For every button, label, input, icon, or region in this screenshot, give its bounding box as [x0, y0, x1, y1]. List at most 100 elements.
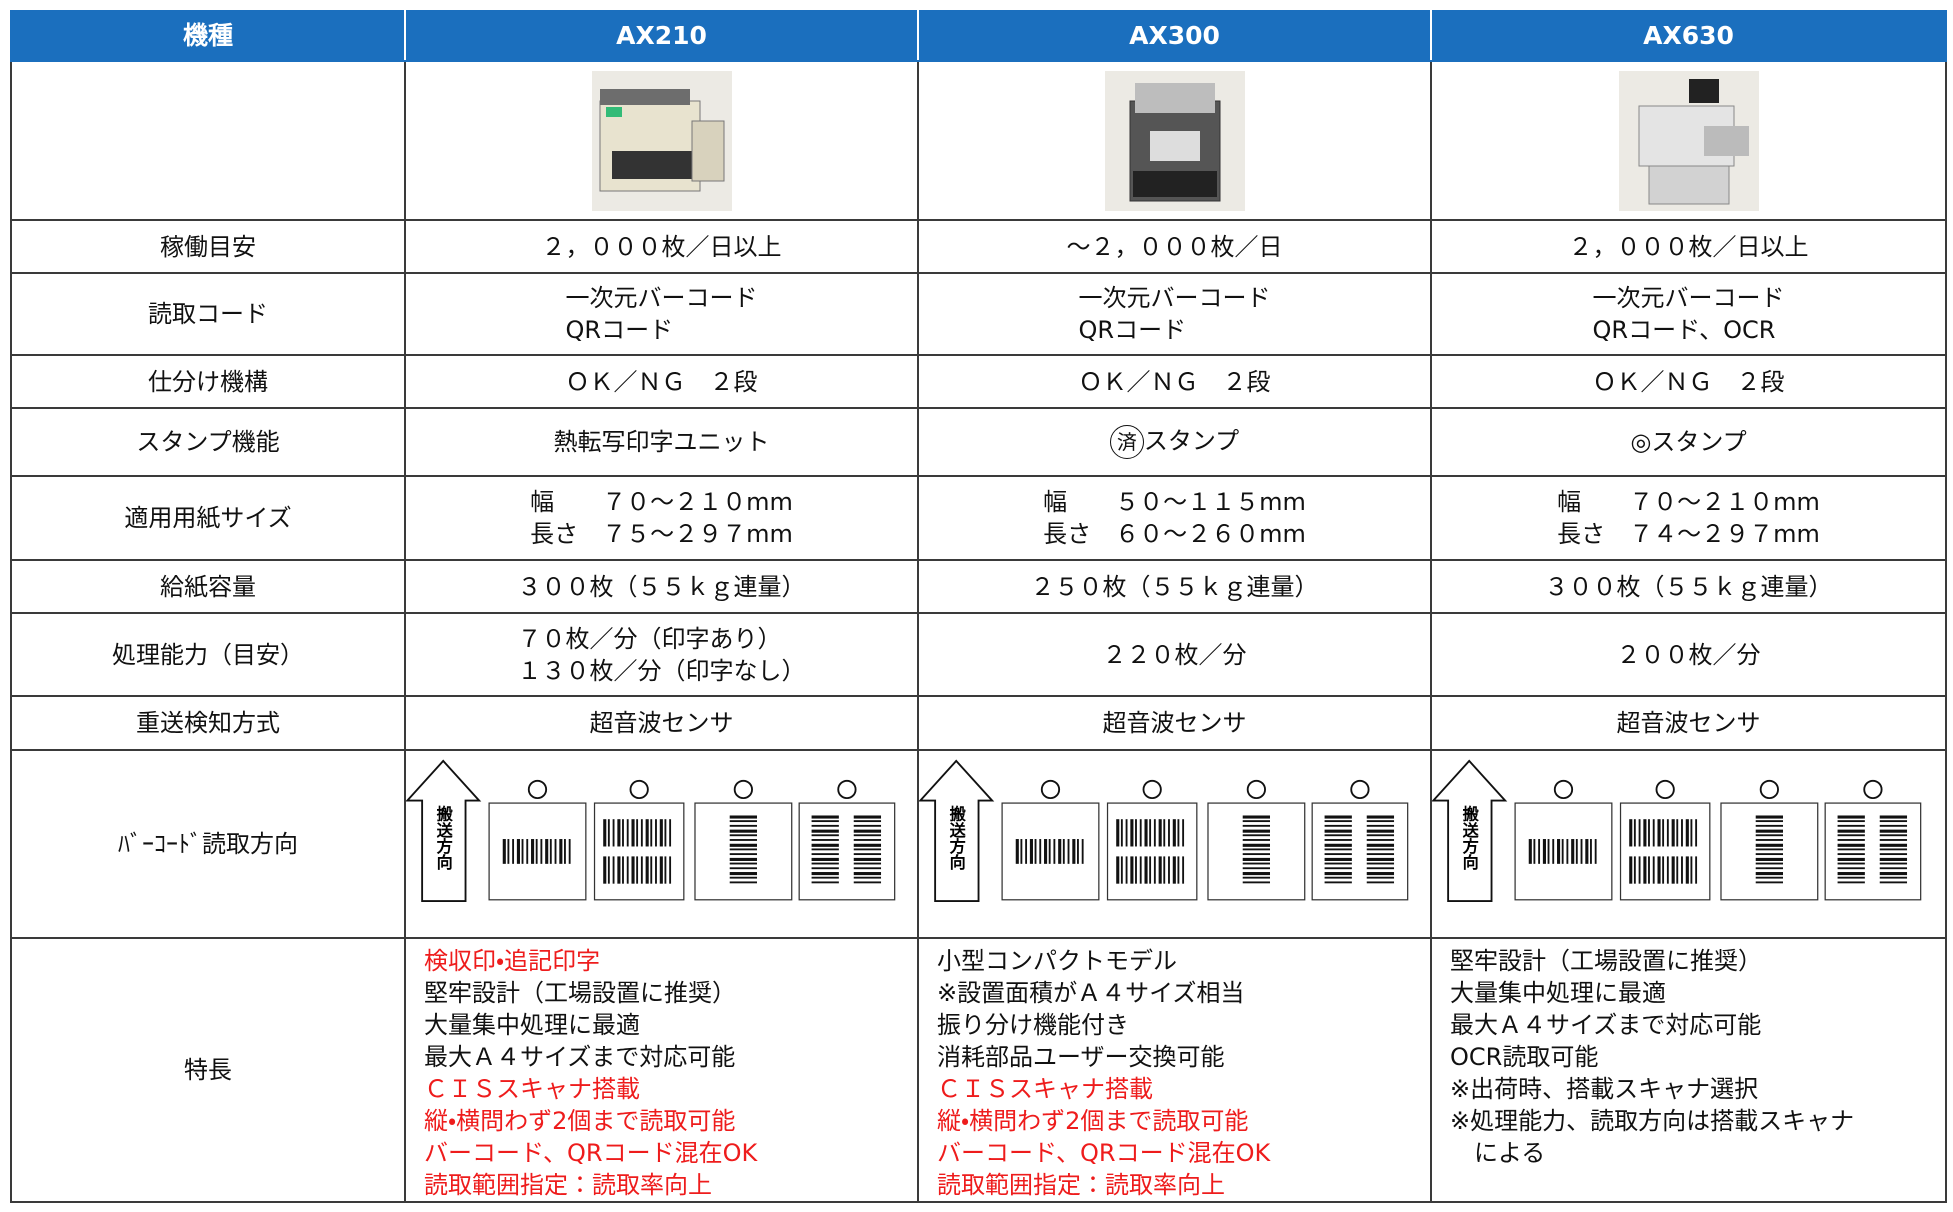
marker: [1863, 779, 1883, 800]
cell-lines: ７０枚／分（印字あり） １３０枚／分（印字なし）: [518, 623, 806, 687]
bar: [1879, 848, 1908, 851]
bar: [1585, 839, 1589, 864]
barcode-cell: 搬送方向: [1430, 749, 1947, 939]
bar: [622, 819, 624, 847]
cell-line: ２，０００枚／日以上: [1568, 232, 1809, 261]
barcode: [603, 819, 672, 884]
bar: [669, 856, 672, 884]
bar: [1837, 862, 1865, 865]
bar: [1879, 857, 1908, 861]
feature-line: 消耗部品ユーザー交換可能: [937, 1043, 1225, 1071]
bar: [617, 819, 621, 847]
bar: [655, 819, 657, 847]
cell-line: QRコード: [565, 316, 674, 344]
bar: [1643, 856, 1647, 884]
bar: [603, 856, 607, 884]
marker: [527, 779, 548, 800]
bar: [1366, 843, 1395, 847]
cell: 一次元バーコード QRコード: [917, 272, 1432, 356]
barcode-cell: 搬送方向: [917, 749, 1432, 939]
row-label: スタンプ機能: [10, 407, 406, 477]
cell: ２００枚／分: [1430, 612, 1947, 697]
bar: [811, 862, 839, 865]
bar: [640, 819, 643, 847]
header-cell: AX300: [917, 10, 1432, 62]
feature-line: 検収印・追記印字: [424, 947, 601, 975]
bar: [1053, 839, 1056, 864]
bar: [564, 839, 566, 864]
bar: [1366, 857, 1395, 861]
cell-lines: ＯＫ／ＮＧ ２段: [1079, 366, 1271, 398]
bar: [1580, 839, 1583, 864]
cell: 超音波センサ: [1430, 695, 1947, 751]
bar: [1158, 856, 1162, 884]
bar: [1657, 819, 1661, 847]
document: [1619, 802, 1711, 901]
cell: ◎スタンプ: [1430, 407, 1947, 477]
bar: [1552, 839, 1555, 864]
top: [599, 88, 690, 105]
bar: [1837, 820, 1865, 823]
bar: [1837, 857, 1865, 861]
bar: [1755, 881, 1784, 884]
document: [1106, 802, 1198, 901]
cell-line: ＯＫ／ＮＧ ２段: [1078, 367, 1271, 396]
cell-lines: 一次元バーコード QRコード、OCR: [1593, 282, 1785, 346]
stand: [1648, 165, 1729, 204]
bar: [1676, 819, 1679, 847]
feature-line: による: [1450, 1139, 1546, 1167]
table-row: 特長 検収印・追記印字 堅牢設計（工場設置に推奨） 大量集中処理に最適 最大Ａ４サイズま…: [10, 937, 1947, 1203]
table-row: 処理能力（目安） ７０枚／分（印字あり） １３０枚／分（印字なし） ２２０枚／分 ２００…: [10, 612, 1947, 697]
bar: [1324, 862, 1352, 865]
bar: [729, 862, 758, 865]
bar: [1671, 819, 1675, 847]
feature-cell: 小型コンパクトモデル ※設置面積がＡ４サイズ相当 振り分け機能付き 消耗部品ユーザー交…: [917, 937, 1432, 1203]
bar: [811, 829, 839, 833]
bar: [1144, 856, 1148, 884]
bar: [531, 839, 535, 864]
bar: [568, 839, 571, 864]
cell-line: 長さ ７５～２９７mm: [530, 520, 793, 548]
table-row: 稼働目安 ２，０００枚／日以上 ～２，０００枚／日 ２，０００枚／日以上: [10, 219, 1947, 274]
marker: [1246, 779, 1266, 800]
bar: [853, 857, 882, 861]
table-row: 読取コード 一次元バーコード QRコード 一次元バーコード QRコード 一次元バーコード Q…: [10, 272, 1947, 356]
row-label: 稼働目安: [10, 219, 406, 274]
barcode-diagram: 搬送方向: [406, 759, 896, 902]
cell-lines: 幅 ７０～２１０mm 長さ ７５～２９７mm: [530, 486, 793, 550]
bar: [1324, 839, 1352, 841]
bar: [1648, 856, 1650, 884]
bar: [1755, 820, 1784, 823]
feature-line: 縦・横問わず2個まで読取可能: [937, 1107, 1249, 1135]
bar: [853, 881, 882, 884]
bar: [554, 839, 557, 864]
bar: [612, 819, 615, 847]
bar: [636, 856, 639, 884]
bar: [1058, 839, 1062, 864]
image-cell: [1430, 60, 1947, 221]
bar: [1652, 856, 1655, 884]
bar: [1324, 843, 1352, 847]
barcode: [1242, 815, 1271, 884]
cell-line: 超音波センサ: [1616, 709, 1761, 737]
monitor: [1688, 78, 1719, 103]
bar: [729, 876, 758, 879]
bar: [1366, 824, 1395, 827]
bar: [811, 853, 839, 856]
marker: [1040, 779, 1061, 800]
bar: [729, 853, 758, 856]
cell-line: ３００枚（５５ｋｇ連量）: [1544, 572, 1833, 601]
bar: [853, 834, 882, 837]
row-label: 給紙容量: [10, 559, 406, 614]
bar: [1324, 834, 1352, 837]
feature-line: ＣＩＳスキャナ搭載: [937, 1075, 1153, 1103]
barcode-diagram: 搬送方向: [1432, 759, 1922, 902]
bar: [1879, 853, 1908, 856]
bar: [1366, 876, 1395, 879]
bar: [1533, 839, 1536, 864]
direction-label: 搬送方向: [947, 805, 966, 871]
cell: 幅 ５０～１１５mm 長さ ６０～２６０mm: [917, 475, 1432, 561]
cell-lines: ２，０００枚／日以上: [542, 231, 782, 263]
bar: [1149, 856, 1152, 884]
document: [1311, 802, 1409, 901]
